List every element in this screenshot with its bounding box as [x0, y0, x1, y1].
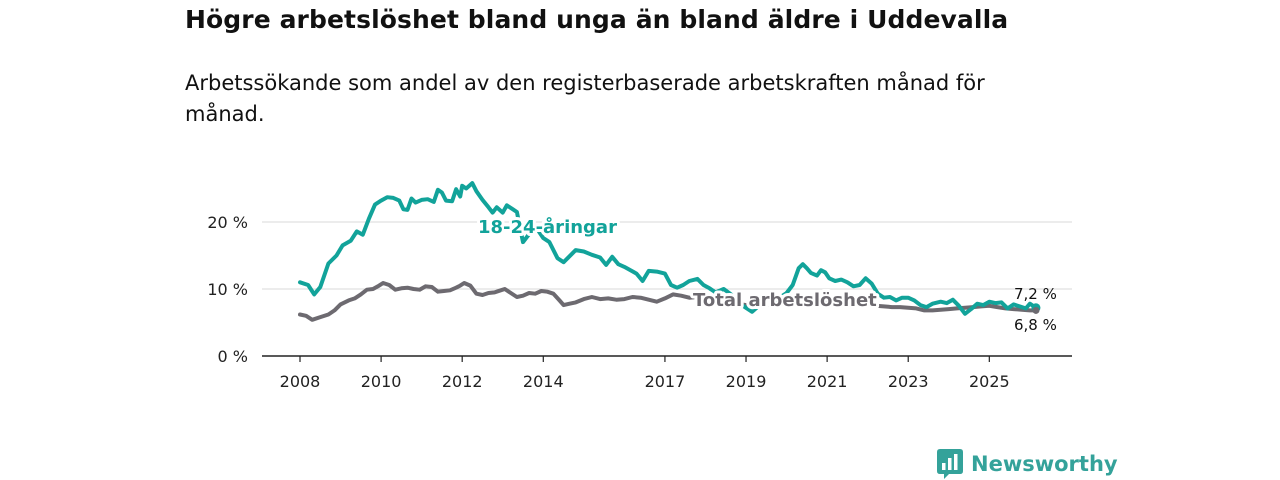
x-tick-label: 2017 — [645, 372, 686, 391]
x-tick-label: 2019 — [726, 372, 767, 391]
series-lines — [298, 181, 1041, 322]
x-tick-label: 2021 — [807, 372, 848, 391]
series-label-total: Total arbetslöshet — [693, 290, 877, 311]
y-tick-label: 0 % — [218, 347, 248, 366]
x-tick-label: 2012 — [442, 372, 483, 391]
series-line-youth — [298, 181, 1038, 316]
brand-logo: Newsworthy — [937, 449, 1118, 479]
x-axis-ticks: 2008 2010 2012 2014 2017 2019 2021 2023 2025 — [280, 356, 1010, 391]
chart-subtitle: Arbetssökande som andel av den registerb… — [185, 71, 985, 126]
brand-name: Newsworthy — [971, 452, 1118, 476]
x-tick-label: 2023 — [888, 372, 929, 391]
x-tick-label: 2010 — [361, 372, 402, 391]
x-tick-label: 2008 — [280, 372, 321, 391]
gridlines — [262, 221, 1072, 357]
x-tick-label: 2025 — [969, 372, 1010, 391]
end-value-total: 6,8 % — [1014, 316, 1057, 334]
y-tick-label: 10 % — [207, 280, 248, 299]
x-tick-label: 2014 — [523, 372, 564, 391]
chart-title: Högre arbetslöshet bland unga än bland ä… — [185, 5, 1009, 34]
series-end-marker-total — [1032, 306, 1040, 314]
y-axis-ticks: 0 % 10 % 20 % — [207, 213, 248, 366]
series-label-total-halo: Total arbetslöshet — [693, 290, 877, 311]
series-label-youth-halo: 18-24-åringar — [478, 216, 617, 238]
series-label-youth: 18-24-åringar — [478, 216, 617, 238]
end-value-youth: 7,2 % — [1014, 285, 1057, 303]
bar-chart-logo-icon — [937, 449, 963, 479]
series-line-total — [298, 281, 1038, 322]
y-tick-label: 20 % — [207, 213, 248, 232]
